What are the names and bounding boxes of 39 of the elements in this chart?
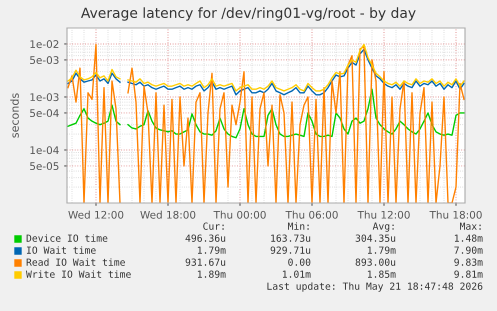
text: Avg: bbox=[372, 222, 394, 232]
chart-title: Average latency for /dev/ring01-vg/root - by day bbox=[80, 7, 416, 21]
text: 1.01m bbox=[282, 270, 311, 278]
y-tick-label: 5e-03 bbox=[30, 56, 59, 64]
x-tick-label: Thu 00:00 bbox=[214, 210, 266, 219]
text: 9.83m bbox=[454, 258, 483, 266]
y-tick-label: 1e-04 bbox=[30, 146, 59, 154]
text: 1.48m bbox=[454, 234, 483, 242]
y-tick-label: 1e-03 bbox=[30, 93, 59, 102]
x-tick-label: Thu 06:00 bbox=[286, 210, 338, 219]
x-tick-label: Thu 12:00 bbox=[358, 210, 410, 219]
y-tick-label: 1e-02 bbox=[30, 40, 58, 48]
text: 9.81m bbox=[454, 270, 483, 278]
x-tick-label: Wed 18:00 bbox=[140, 210, 196, 219]
legend-label: IO Wait time bbox=[26, 246, 96, 254]
text: Min: bbox=[288, 222, 309, 230]
text: 1.89m bbox=[198, 270, 226, 278]
text: Cur: bbox=[203, 222, 224, 230]
x-tick-label: Wed 12:00 bbox=[68, 210, 124, 219]
text: Last update: Thu May 21 18:47:48 2026 bbox=[267, 282, 482, 292]
text: 1.85m bbox=[368, 270, 396, 278]
text: 0.00 bbox=[288, 258, 310, 266]
y-tick-label: 5e-04 bbox=[30, 109, 59, 118]
text: 496.36u bbox=[186, 234, 226, 242]
text: 1.79m bbox=[368, 246, 396, 254]
legend-label: Write IO Wait time bbox=[26, 270, 131, 278]
text: 7.90m bbox=[454, 246, 483, 254]
text: 893.00u bbox=[356, 258, 396, 266]
text: Max: bbox=[460, 222, 481, 230]
y-tick-label: 5e-05 bbox=[30, 162, 58, 170]
legend-label: Device IO time bbox=[26, 234, 108, 242]
y-axis-title: seconds bbox=[10, 93, 19, 138]
text: 931.67u bbox=[186, 258, 226, 266]
legend-label: Read IO Wait time bbox=[26, 258, 125, 266]
text: 163.73u bbox=[271, 234, 310, 242]
x-tick-label: Thu 18:00 bbox=[430, 210, 482, 219]
text: 1.79m bbox=[198, 246, 226, 254]
text: 929.71u bbox=[270, 246, 310, 254]
text: 304.35u bbox=[356, 234, 396, 242]
